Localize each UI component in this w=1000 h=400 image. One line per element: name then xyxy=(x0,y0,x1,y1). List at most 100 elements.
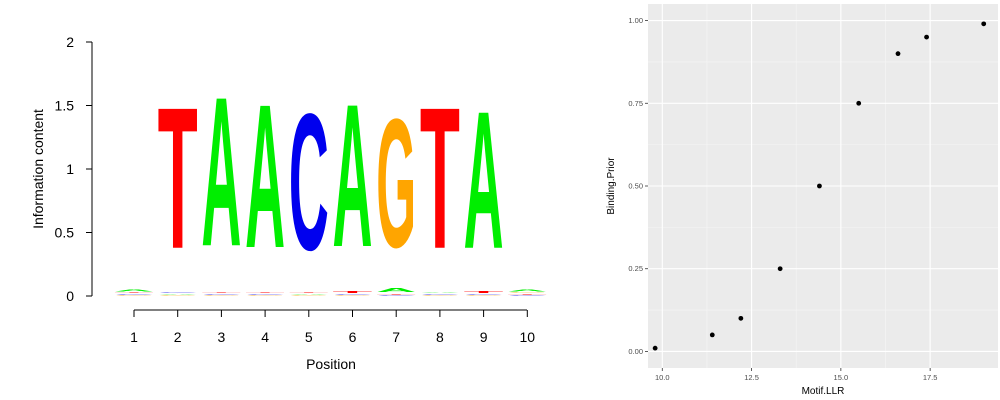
logo-letter-A-pos-4: A xyxy=(245,61,285,290)
scatter-point xyxy=(856,100,862,106)
logo-letter-C-pos-5: C xyxy=(289,74,329,292)
svg-text:C: C xyxy=(158,292,198,293)
logo-letter-A-pos-1: A xyxy=(114,290,154,292)
scatter-y-tick-label: 1.00 xyxy=(628,16,643,25)
logo-x-tick-label: 3 xyxy=(218,329,226,345)
logo-y-tick-label: 1 xyxy=(66,161,74,177)
logo-y-tick-label: 0.5 xyxy=(55,225,75,241)
logo-letter-T-pos-9: T xyxy=(464,291,504,294)
logo-x-tick-label: 4 xyxy=(261,329,269,345)
svg-text:A: A xyxy=(464,71,504,290)
logo-letter-T-pos-4: T xyxy=(245,292,285,293)
svg-text:C: C xyxy=(245,293,285,294)
logo-letter-C-pos-6: C xyxy=(333,293,373,294)
svg-text:C: C xyxy=(201,293,241,294)
logo-letter-C-pos-8: C xyxy=(420,293,460,294)
logo-x-tick-label: 10 xyxy=(520,329,536,345)
svg-text:G: G xyxy=(289,295,329,296)
svg-text:A: A xyxy=(201,54,241,292)
logo-letter-C-pos-7: C xyxy=(376,295,416,296)
svg-text:C: C xyxy=(507,295,547,296)
logo-letter-C-pos-2: C xyxy=(158,292,198,293)
logo-letter-T-pos-5: T xyxy=(289,292,329,293)
scatter-x-tick-label: 17.5 xyxy=(923,373,938,382)
scatter-x-tick-label: 10.0 xyxy=(655,373,670,382)
svg-text:A: A xyxy=(158,293,198,294)
svg-text:T: T xyxy=(420,65,460,291)
logo-letter-C-pos-9: C xyxy=(464,293,504,294)
logo-x-tick-label: 8 xyxy=(436,329,444,345)
scatter-point xyxy=(817,183,822,189)
svg-text:T: T xyxy=(464,291,504,294)
logo-letter-A-pos-2: A xyxy=(158,293,198,294)
svg-text:G: G xyxy=(201,295,241,296)
logo-letter-A-pos-3: A xyxy=(201,54,241,292)
logo-letter-G-pos-6: G xyxy=(332,295,372,296)
logo-letter-A-pos-8: A xyxy=(420,292,460,293)
scatter-y-tick-label: 0.00 xyxy=(628,347,643,356)
logo-letter-G-pos-8: G xyxy=(420,295,460,296)
logo-x-tick-label: 2 xyxy=(174,329,182,345)
scatter-point xyxy=(652,345,658,351)
scatter-y-tick-label: 0.25 xyxy=(628,264,643,273)
logo-y-tick-label: 1.5 xyxy=(55,98,75,114)
logo-letter-T-pos-1: T xyxy=(114,292,154,293)
logo-letter-T-pos-10: T xyxy=(507,293,547,294)
svg-text:G: G xyxy=(158,295,198,296)
svg-text:A: A xyxy=(245,61,285,290)
svg-text:T: T xyxy=(245,292,285,293)
svg-text:A: A xyxy=(114,290,154,292)
logo-letter-C-pos-3: C xyxy=(201,293,241,294)
scatter-x-tick-label: 12.5 xyxy=(744,373,759,382)
logo-letter-G-pos-9: G xyxy=(464,295,504,296)
svg-text:T: T xyxy=(333,291,373,294)
svg-text:T: T xyxy=(201,292,241,293)
logo-letter-T-pos-3: T xyxy=(201,292,241,293)
logo-x-tick-label: 6 xyxy=(349,329,357,345)
svg-text:C: C xyxy=(376,295,416,296)
svg-text:A: A xyxy=(332,62,372,290)
scatter-point xyxy=(895,51,901,57)
scatter-x-tick-label: 15.0 xyxy=(834,373,849,382)
logo-letter-G-pos-7: G xyxy=(376,81,416,287)
logo-letter-T-pos-7: T xyxy=(376,293,416,294)
scatter-y-tick-label: 0.75 xyxy=(628,99,643,108)
svg-text:T: T xyxy=(114,292,154,293)
scatter-points xyxy=(652,21,987,351)
svg-text:G: G xyxy=(376,81,416,287)
scatter-y-tick-label: 0.50 xyxy=(628,182,643,191)
svg-text:A: A xyxy=(376,287,416,293)
logo-letter-G-pos-10: G xyxy=(507,292,547,293)
logo-letter-A-pos-5: A xyxy=(289,293,329,294)
scatter-point xyxy=(709,332,715,338)
logo-letter-G-pos-4: G xyxy=(245,295,285,296)
scatter-x-axis-label: Motif.LLR xyxy=(802,386,845,397)
logo-letter-T-pos-2: T xyxy=(158,65,198,291)
logo-letter-T-pos-8: T xyxy=(420,65,460,291)
svg-text:G: G xyxy=(114,295,154,296)
svg-text:A: A xyxy=(420,292,460,293)
svg-text:T: T xyxy=(507,293,547,294)
logo-x-tick-label: 1 xyxy=(130,329,138,345)
sequence-logo-chart: GCTAGACTGCTAGCTAGATCGCTACTAGGCATGCTACTGA… xyxy=(30,34,547,372)
logo-letter-C-pos-1: C xyxy=(114,293,154,294)
logo-y-axis-label: Information content xyxy=(30,109,46,229)
svg-text:C: C xyxy=(289,74,329,292)
scatter-point xyxy=(981,21,987,27)
svg-text:G: G xyxy=(507,292,547,293)
logo-x-axis-label: Position xyxy=(306,356,356,372)
svg-text:C: C xyxy=(114,293,154,294)
logo-y-tick-label: 0 xyxy=(66,288,74,304)
scatter-point xyxy=(738,315,744,321)
logo-letter-A-pos-7: A xyxy=(376,287,416,293)
svg-text:T: T xyxy=(289,292,329,293)
svg-text:A: A xyxy=(289,293,329,294)
svg-text:G: G xyxy=(420,295,460,296)
svg-text:C: C xyxy=(420,293,460,294)
scatter-point xyxy=(924,34,929,40)
scatter-point xyxy=(777,266,783,272)
svg-text:G: G xyxy=(245,295,285,296)
logo-y-tick-label: 2 xyxy=(66,34,74,50)
logo-letter-C-pos-10: C xyxy=(507,295,547,296)
